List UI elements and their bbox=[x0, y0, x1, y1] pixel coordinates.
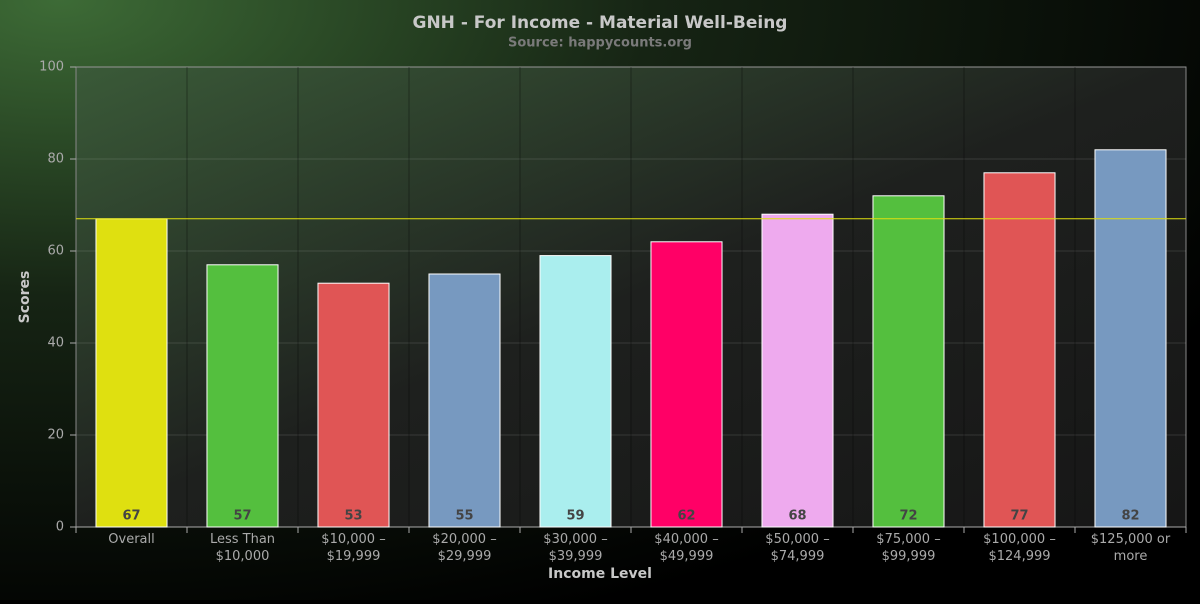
x-tick-label: $125,000 or more bbox=[1091, 532, 1171, 564]
bar bbox=[428, 273, 501, 528]
value-label: 67 bbox=[122, 509, 140, 524]
bar bbox=[95, 218, 168, 528]
y-tick-label: 60 bbox=[47, 244, 64, 259]
y-tick-label: 80 bbox=[47, 152, 64, 167]
bar bbox=[206, 264, 279, 528]
x-axis-title: Income Level bbox=[548, 566, 652, 582]
bar bbox=[539, 255, 612, 528]
bar bbox=[317, 282, 390, 528]
y-tick-label: 0 bbox=[56, 520, 64, 535]
bar bbox=[1094, 149, 1167, 528]
x-tick-label: Overall bbox=[108, 532, 154, 547]
y-tick-label: 40 bbox=[47, 336, 64, 351]
chart-title: GNH - For Income - Material Well-Being bbox=[413, 13, 788, 33]
value-label: 68 bbox=[788, 509, 806, 524]
value-label: 57 bbox=[233, 509, 251, 524]
x-tick-label: $10,000 – $19,999 bbox=[321, 532, 385, 564]
y-tick-label: 100 bbox=[39, 60, 64, 75]
x-tick-label: $75,000 – $99,999 bbox=[876, 532, 940, 564]
bar bbox=[872, 195, 945, 528]
value-label: 77 bbox=[1010, 509, 1028, 524]
value-label: 55 bbox=[455, 509, 473, 524]
value-label: 72 bbox=[899, 509, 917, 524]
value-label: 59 bbox=[566, 509, 584, 524]
x-tick-label: $30,000 – $39,999 bbox=[543, 532, 607, 564]
value-label: 62 bbox=[677, 509, 695, 524]
x-tick-label: $40,000 – $49,999 bbox=[654, 532, 718, 564]
x-tick-label: $100,000 – $124,999 bbox=[983, 532, 1056, 564]
chart-subtitle: Source: happycounts.org bbox=[508, 36, 692, 51]
value-label: 53 bbox=[344, 509, 362, 524]
bar bbox=[761, 213, 834, 528]
y-tick-label: 20 bbox=[47, 428, 64, 443]
value-label: 82 bbox=[1121, 509, 1139, 524]
x-tick-label: $50,000 – $74,999 bbox=[765, 532, 829, 564]
y-axis-title: Scores bbox=[17, 271, 33, 324]
x-tick-label: Less Than $10,000 bbox=[210, 532, 275, 564]
x-tick-label: $20,000 – $29,999 bbox=[432, 532, 496, 564]
bar bbox=[983, 172, 1056, 528]
bar bbox=[650, 241, 723, 528]
